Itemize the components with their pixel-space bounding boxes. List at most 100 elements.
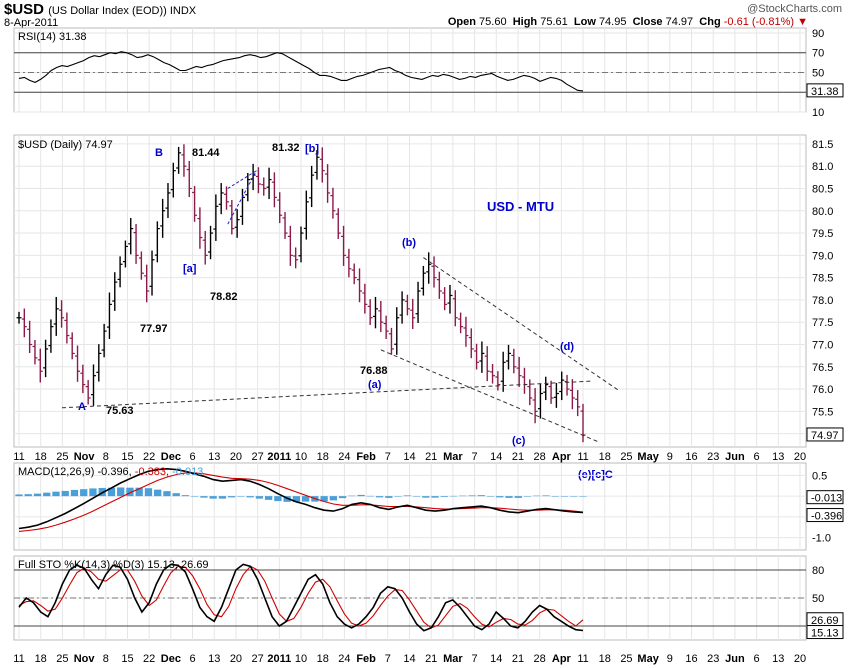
macd-histogram-bar <box>375 496 384 498</box>
macd-histogram-bar <box>449 495 458 497</box>
price-bar <box>516 356 522 387</box>
x-tick-label-bottom: 2011 <box>267 653 291 665</box>
x-tick-label-bottom: 25 <box>620 653 632 665</box>
price-bar <box>357 268 363 303</box>
macd-histogram-bar <box>422 496 430 498</box>
x-tick-label-bottom: 6 <box>754 653 760 665</box>
price-bar <box>388 327 394 355</box>
price-bar <box>261 177 267 196</box>
x-tick-label-bottom: 23 <box>707 653 719 665</box>
x-tick-label: 27 <box>252 451 264 463</box>
trendline-base <box>61 380 594 409</box>
macd-histogram-bar <box>265 496 273 500</box>
price-bar <box>101 323 107 358</box>
stockcharts-logo: @StockCharts.com <box>747 3 842 15</box>
price-bar <box>224 186 230 210</box>
x-tick-label: Mar <box>443 451 463 463</box>
price-bar <box>452 290 458 327</box>
x-tick-label-bottom: 11 <box>577 653 588 665</box>
price-bar <box>170 162 176 198</box>
x-tick-label-bottom: 24 <box>338 653 350 665</box>
macd-histogram-bar <box>89 488 97 497</box>
y-tick-label: 81.5 <box>812 139 833 151</box>
x-tick-label: 8 <box>103 451 109 463</box>
price-bar <box>537 383 543 419</box>
x-tick-label: 22 <box>143 451 155 463</box>
price-bar <box>122 240 128 268</box>
x-tick-label-bottom: 13 <box>772 653 784 665</box>
macd-histogram-bar <box>191 496 199 497</box>
price-bar <box>543 376 549 401</box>
price-bar <box>27 320 33 354</box>
price-bar <box>293 247 299 269</box>
x-tick-label: Apr <box>552 451 572 463</box>
price-bar <box>255 167 261 194</box>
macd-histogram-bar <box>181 495 190 497</box>
open-value: 75.60 <box>479 16 507 28</box>
macd-histogram-bar <box>570 496 578 497</box>
y-tick-label: 50 <box>812 67 824 79</box>
macd-histogram-bar <box>126 487 134 497</box>
macd-histogram-bar <box>107 487 116 497</box>
price-bar <box>431 256 437 288</box>
x-tick-label: 18 <box>599 451 611 463</box>
sto-d-last-value: 26.69 <box>811 615 839 627</box>
high-value: 75.61 <box>540 16 568 28</box>
macd-hist-last-value-box <box>806 490 844 505</box>
price-bar <box>303 190 309 240</box>
price-bar <box>106 292 112 340</box>
price-bar <box>144 264 150 303</box>
chg-value: -0.61 (-0.81%) <box>723 16 795 28</box>
macd-title: MACD(12,26,9) -0.396, -0.383, -0.013 <box>18 466 203 478</box>
y-tick-label: 77.5 <box>812 317 833 329</box>
price-bar <box>569 379 575 410</box>
price-bar <box>112 272 118 311</box>
exchange: INDX <box>169 5 197 17</box>
price-bar <box>43 339 49 378</box>
price-bar <box>53 296 59 336</box>
x-tick-label: Feb <box>356 451 376 463</box>
y-tick-label: 90 <box>812 28 824 40</box>
y-tick-label: 80 <box>812 565 824 577</box>
price-bar <box>59 300 65 328</box>
price-bar <box>564 374 570 396</box>
price-bar <box>314 150 320 180</box>
macd-last-value: -0.396 <box>811 511 842 523</box>
macd-histogram-bar <box>246 496 254 498</box>
price-label-76-88: 76.88 <box>360 365 388 377</box>
macd-histogram-bar <box>412 496 421 497</box>
price-bar <box>192 185 198 222</box>
price-bar <box>37 348 43 383</box>
macd-histogram-bar <box>200 496 208 498</box>
y-tick-label: 75.5 <box>812 406 833 418</box>
x-tick-label: 16 <box>685 451 697 463</box>
wedge-line <box>227 170 257 225</box>
macd-line <box>18 467 584 530</box>
x-tick-label-bottom: 15 <box>121 653 133 665</box>
price-bar <box>117 256 123 288</box>
macd-histogram-bar <box>228 496 236 498</box>
x-tick-label-bottom: 9 <box>667 653 673 665</box>
quote-summary: Open 75.60 High 75.61 Low 74.95 Close 74… <box>448 16 808 28</box>
channel-upper <box>423 257 621 392</box>
y-tick-label: 79.0 <box>812 250 833 262</box>
x-tick-label-bottom: May <box>637 653 659 665</box>
macd-histogram-bar <box>459 495 467 497</box>
price-bar <box>372 296 378 329</box>
price-bar <box>218 183 224 215</box>
close-label: Close <box>632 16 663 28</box>
y-tick-label: 76.5 <box>812 362 833 374</box>
macd-histogram-bar <box>533 495 541 497</box>
x-tick-label: 24 <box>338 451 350 463</box>
x-tick-label-bottom: 20 <box>230 653 242 665</box>
x-tick-label-bottom: Feb <box>356 653 376 665</box>
macd-histogram-bar <box>135 487 143 497</box>
y-tick-label: 78.5 <box>812 273 833 285</box>
macd-histogram-bar <box>431 496 439 498</box>
price-bar <box>415 281 421 323</box>
macd-histogram-bar <box>338 496 347 499</box>
macd-histogram-bar <box>505 496 513 498</box>
price-bar <box>160 198 166 238</box>
x-tick-label: Jun <box>725 451 745 463</box>
